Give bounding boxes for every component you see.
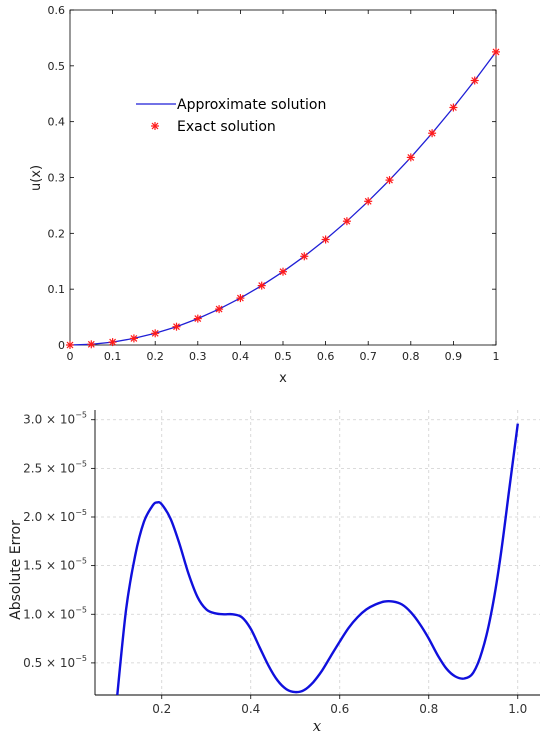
top-y-tick-label: 0.5 bbox=[48, 60, 66, 73]
legend-label-exact: Exact solution bbox=[177, 119, 276, 135]
exact-solution-marker bbox=[492, 47, 500, 56]
top-x-tick-label: 0 bbox=[67, 350, 74, 363]
exact-solution-marker bbox=[257, 281, 266, 290]
bottom-y-tick-labels: 0.5 × 10−5 1.0 × 10−5 1.5 × 10−5 2.0 × 10−5… bbox=[23, 411, 87, 670]
bottom-y-tick-label: 0.5 × 10−5 bbox=[23, 654, 87, 670]
top-x-tick-label: 0.9 bbox=[445, 350, 463, 363]
legend-label-approximate: Approximate solution bbox=[177, 97, 326, 113]
exact-solution-marker bbox=[66, 341, 74, 349]
exact-solution-marker bbox=[364, 197, 373, 206]
bottom-x-axis-label: x bbox=[313, 717, 322, 735]
exact-solution-marker bbox=[215, 305, 224, 314]
bottom-y-tick-label: 2.5 × 10−5 bbox=[23, 459, 87, 475]
exact-solution-marker bbox=[300, 252, 309, 261]
top-y-tick-label: 0.3 bbox=[48, 172, 66, 185]
top-x-tick-label: 0.3 bbox=[189, 350, 207, 363]
top-y-tick-label: 0.4 bbox=[48, 116, 66, 129]
bottom-y-tick-label: 2.0 × 10−5 bbox=[23, 508, 87, 524]
exact-solution-marker bbox=[470, 76, 479, 85]
exact-solution-marker bbox=[151, 329, 160, 338]
exact-solution-marker bbox=[108, 338, 117, 347]
exact-solution-marker bbox=[87, 340, 96, 349]
top-x-tick-label: 0.8 bbox=[402, 350, 420, 363]
exact-solution-marker bbox=[279, 267, 287, 276]
top-y-tick-label: 0.1 bbox=[48, 283, 66, 296]
bottom-x-tick-labels: 0.2 0.4 0.6 0.8 1.0 bbox=[152, 702, 527, 716]
bottom-y-tick-label: 1.0 × 10−5 bbox=[23, 605, 87, 621]
approximate-solution-line bbox=[69, 51, 497, 346]
bottom-y-tick-label: 3.0 × 10−5 bbox=[23, 411, 87, 427]
bottom-chart: 0.2 0.4 0.6 0.8 1.0 0.5 × 10−5 1.0 × 10−5 1.5 … bbox=[8, 410, 540, 735]
top-chart: 0 0.1 0.2 0.3 0.4 0.5 0.6 0.7 0.8 0.9 1 0 0.1 0.2 0.3… bbox=[29, 4, 500, 386]
top-x-tick-label: 1 bbox=[493, 350, 500, 363]
exact-solution-marker bbox=[172, 322, 181, 331]
bottom-x-tick-label: 0.2 bbox=[152, 702, 171, 716]
exact-solution-marker bbox=[449, 103, 458, 112]
top-x-tick-label: 0.5 bbox=[274, 350, 292, 363]
exact-solution-marker bbox=[385, 176, 394, 185]
top-x-tick-label: 0.2 bbox=[146, 350, 164, 363]
exact-solution-marker bbox=[428, 129, 437, 138]
exact-solution-marker bbox=[129, 334, 138, 343]
legend-star-marker bbox=[151, 122, 159, 130]
top-y-tick-label: 0 bbox=[58, 339, 65, 352]
top-plot-area bbox=[66, 9, 500, 349]
legend: Approximate solution Exact solution bbox=[136, 97, 326, 135]
bottom-y-axis-label: Absolute Error bbox=[8, 520, 24, 620]
bottom-x-tick-label: 0.8 bbox=[419, 702, 438, 716]
top-y-tick-label: 0.2 bbox=[48, 227, 66, 240]
top-x-tick-label: 0.4 bbox=[232, 350, 250, 363]
exact-solution-marker bbox=[342, 217, 351, 226]
bottom-y-tick-label: 1.5 × 10−5 bbox=[23, 557, 87, 573]
bottom-x-tick-label: 0.4 bbox=[241, 702, 260, 716]
absolute-error-curve bbox=[116, 423, 519, 696]
bottom-grid bbox=[95, 410, 540, 695]
top-x-axis-label: x bbox=[279, 371, 287, 386]
exact-solution-marker bbox=[236, 294, 245, 303]
top-axes-box bbox=[69, 9, 497, 346]
bottom-plot-area bbox=[91, 410, 540, 699]
exact-solution-marker bbox=[406, 153, 415, 162]
bottom-x-tick-label: 1.0 bbox=[508, 702, 527, 716]
exact-solution-marker bbox=[193, 314, 202, 323]
top-y-tick-labels: 0 0.1 0.2 0.3 0.4 0.5 0.6 bbox=[48, 4, 66, 352]
top-x-tick-label: 0.1 bbox=[104, 350, 122, 363]
exact-solution-marker bbox=[321, 235, 330, 244]
top-y-tick-label: 0.6 bbox=[48, 4, 66, 17]
top-x-tick-label: 0.6 bbox=[317, 350, 335, 363]
top-x-tick-labels: 0 0.1 0.2 0.3 0.4 0.5 0.6 0.7 0.8 0.9 1 bbox=[67, 350, 500, 363]
bottom-x-tick-label: 0.6 bbox=[330, 702, 349, 716]
top-x-tick-label: 0.7 bbox=[359, 350, 377, 363]
top-y-axis-label: u(x) bbox=[29, 165, 44, 191]
